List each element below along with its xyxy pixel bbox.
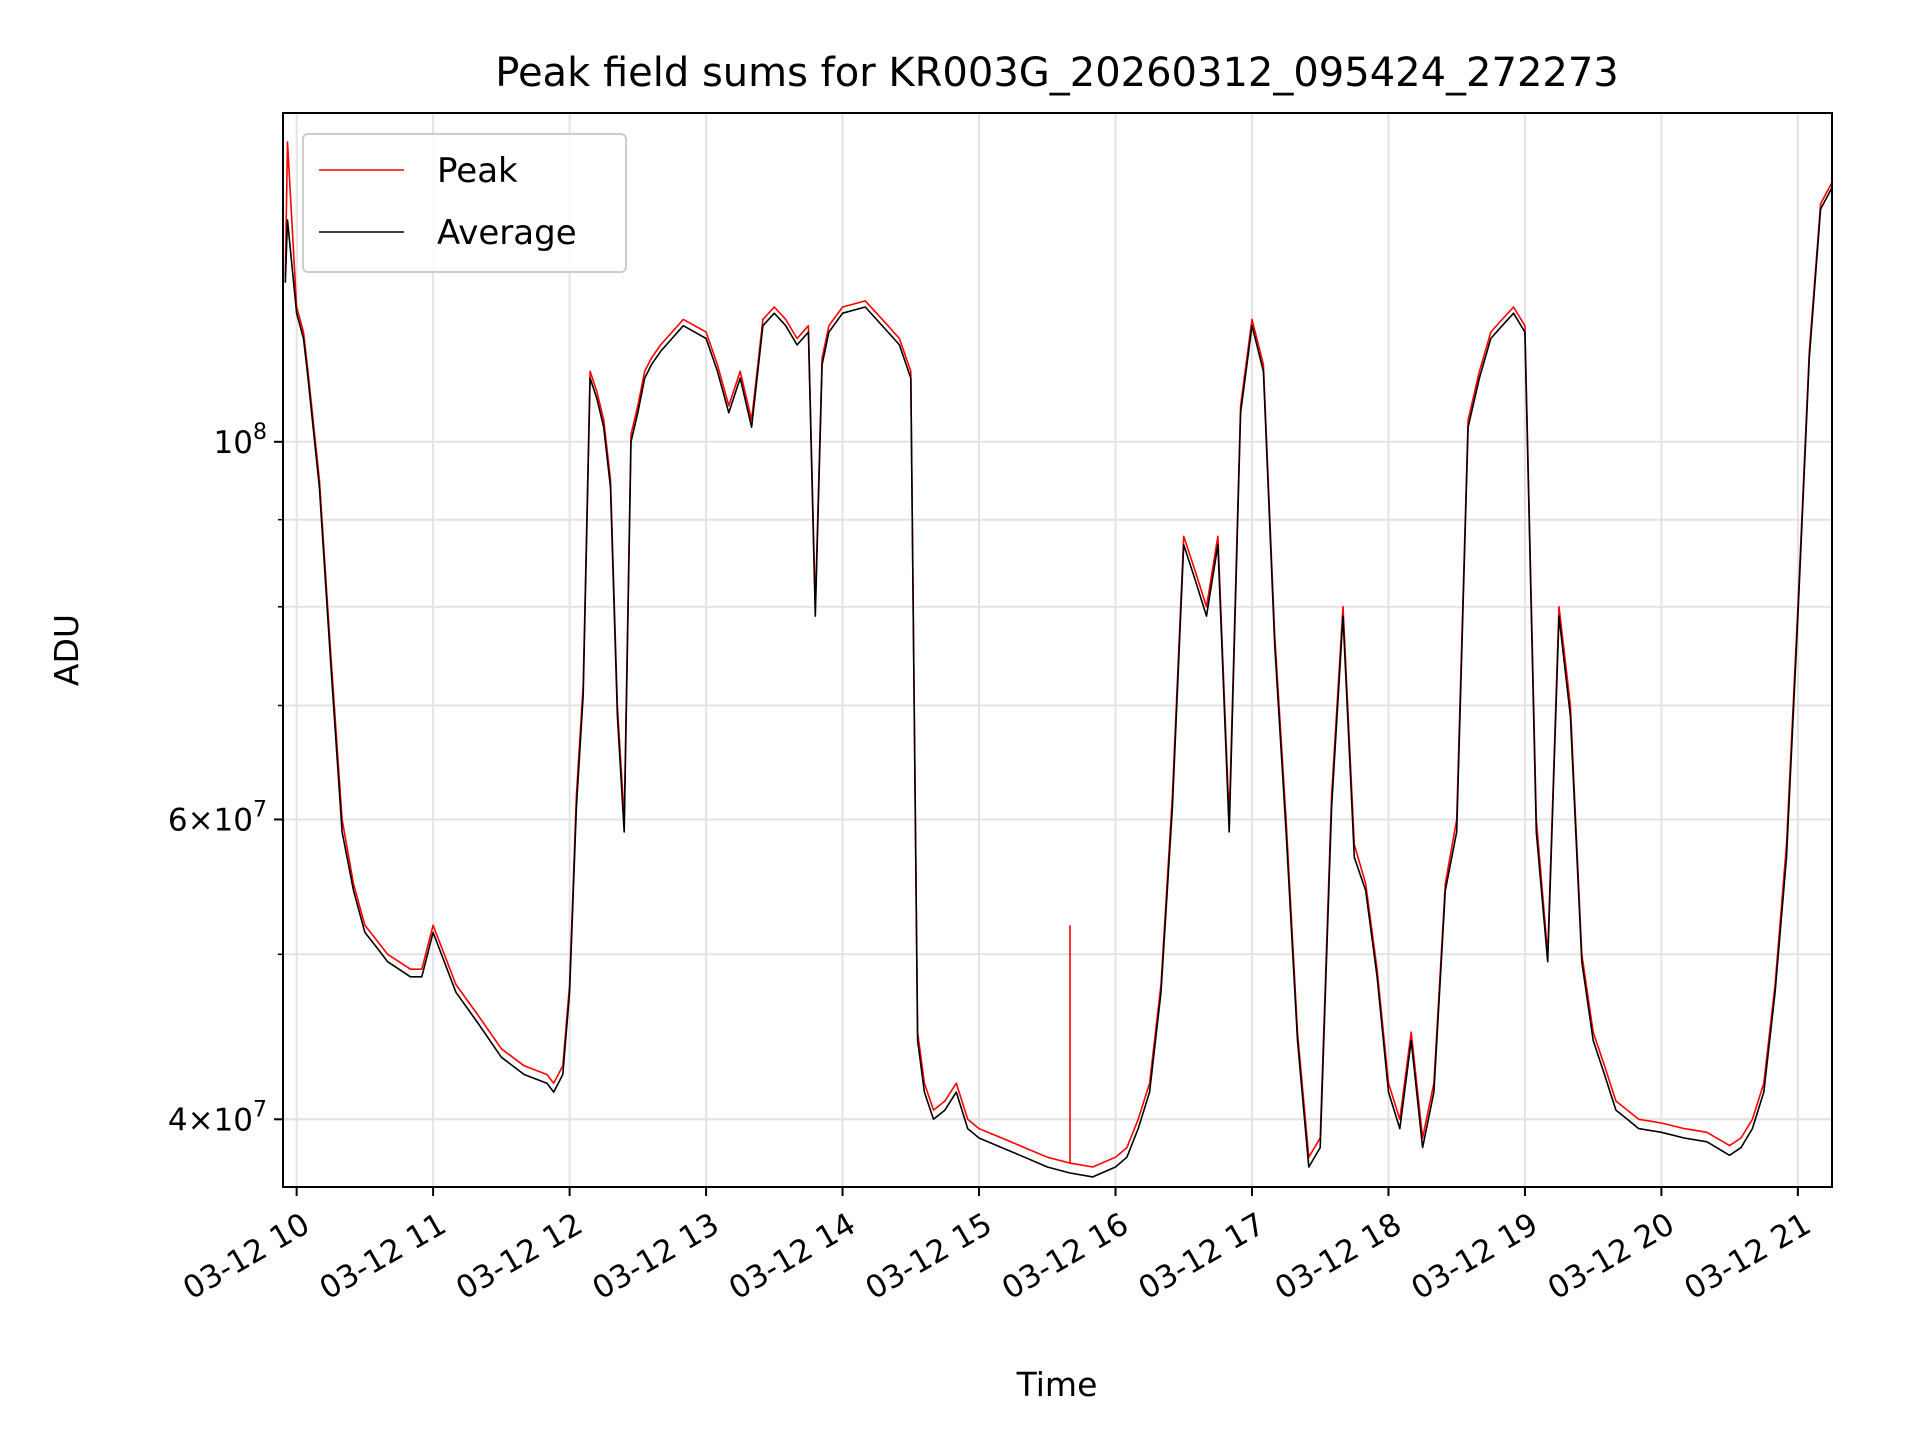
plot-frame xyxy=(282,112,1833,1188)
chart-title: Peak field sums for KR003G_20260312_0954… xyxy=(495,50,1619,96)
y-tick-label: 4×107 xyxy=(168,1097,267,1138)
y-axis: 4×107 6×107 108 xyxy=(168,420,283,1138)
series-line-average xyxy=(284,187,1832,1178)
legend-label-average: Average xyxy=(437,213,577,253)
y-tick-label: 6×107 xyxy=(168,797,267,838)
legend-box xyxy=(302,133,627,273)
x-axis-label: Time xyxy=(1016,1365,1098,1404)
y-axis-label: ADU xyxy=(47,614,86,686)
legend-label-peak: Peak xyxy=(437,151,518,191)
series-line-peak xyxy=(284,141,1832,1168)
y-tick-label: 108 xyxy=(214,420,267,461)
plot-area xyxy=(284,141,1832,1178)
legend: Peak Average xyxy=(302,133,627,273)
gridlines xyxy=(283,113,1832,1187)
